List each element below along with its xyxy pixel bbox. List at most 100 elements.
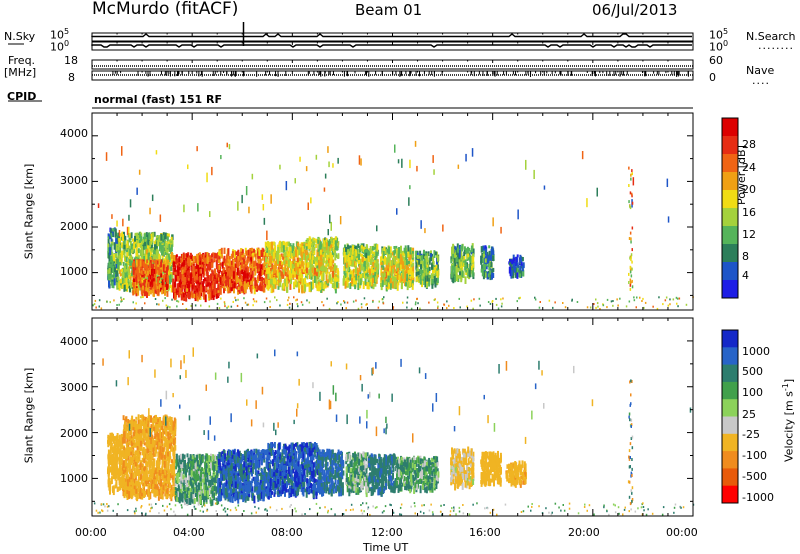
power-echo-cell [110,243,113,252]
power-echo-cell [185,294,188,302]
power-echo-cell [282,256,285,260]
power-echo-cell [122,249,125,256]
power-echo-cell [107,273,110,281]
power-echo-cell [346,258,349,267]
power-echo-cell [111,281,114,288]
power-echo-cell [185,276,188,282]
power-echo-cell [360,253,363,257]
power-echo-cell [198,291,201,300]
power-echo-cell [364,278,367,285]
power-noise-cell [182,303,184,305]
power-echo-cell [336,281,338,288]
power-cb-24: 24 [742,161,756,174]
power-echo-cell [431,281,434,289]
power-echo-cell [186,258,189,263]
power-streak-cell [631,279,633,283]
power-echo-cell [167,241,170,246]
power-echo-cell [152,232,155,238]
power-echo-cell [284,271,287,277]
power-echo-cell [108,267,111,274]
power-echo-cell [287,259,290,268]
velocity-ytick-3000: 3000 [60,381,88,394]
power-echo-cell [366,281,369,290]
power-echo-cell [481,268,484,277]
power-echo-cell [247,268,249,275]
power-echo-cell [117,249,120,255]
power-echo-cell [257,275,260,280]
power-echo-cell [194,255,197,264]
power-echo-cell [110,228,113,232]
power-echo-cell [322,246,325,251]
power-echo-cell [388,283,391,289]
power-echo-cell [153,275,156,281]
power-echo-cell [294,271,296,278]
power-echo-cell [259,286,262,292]
power-echo-cell [312,285,315,289]
velocity-echo-cell [113,445,116,450]
power-echo-cell [343,251,346,258]
power-echo-cell [462,271,465,278]
power-echo-cell [425,258,428,266]
power-speckle-cell [596,187,598,197]
power-echo-cell [292,243,295,249]
power-echo-cell [393,264,396,272]
power-echo-cell [263,255,266,262]
power-echo-cell [354,265,357,274]
power-noise-cell [406,296,409,299]
power-noise-cell [610,300,613,303]
power-echo-cell [402,261,405,269]
power-streak-cell [629,270,632,274]
power-echo-cell [191,292,194,299]
power-echo-cell [208,285,211,291]
power-echo-cell [201,264,204,268]
power-noise-cell [365,303,367,306]
power-echo-cell [278,269,281,275]
power-echo-cell [519,257,522,263]
power-echo-cell [279,266,282,270]
power-echo-cell [190,254,193,259]
freq-tick-high: 18 [64,54,78,67]
power-echo-cell [312,237,315,245]
power-echo-cell [213,258,216,262]
power-echo-cell [245,277,248,284]
power-echo-cell [191,281,194,288]
power-noise-cell [288,296,290,299]
power-echo-cell [432,257,435,263]
power-echo-cell [384,256,386,263]
power-echo-cell [313,246,316,251]
power-echo-cell [130,243,133,250]
power-echo-cell [217,295,220,299]
power-echo-cell [155,259,158,268]
power-noise-cell [156,303,158,306]
power-speckle-cell [262,204,265,211]
power-echo-cell [282,240,285,245]
power-echo-cell [230,272,233,277]
power-echo-cell [453,271,456,279]
power-echo-cell [128,237,131,243]
power-echo-cell [399,254,402,258]
power-noise-cell [410,307,413,310]
power-noise-cell [343,300,345,302]
power-echo-cell [290,264,293,273]
power-speckle-cell [424,228,426,234]
power-echo-cell [117,255,120,259]
power-echo-cell [351,255,353,260]
power-streak-cell [631,267,633,271]
power-echo-cell [151,236,154,243]
power-echo-cell [454,262,457,267]
power-echo-cell [423,249,425,254]
power-echo-cell [470,265,473,271]
velocity-ytick-4000: 4000 [60,335,88,348]
power-echo-cell [229,265,232,271]
power-echo-cell [367,265,370,273]
power-echo-cell [308,282,311,286]
power-noise-cell [263,301,266,304]
power-noise-cell [120,298,123,301]
power-echo-cell [216,274,219,282]
power-echo-cell [334,240,337,247]
velocity-echo-cell [108,462,111,466]
power-echo-cell [249,261,252,265]
power-speckle-cell [409,159,411,169]
power-echo-cell [385,263,388,272]
power-echo-cell [136,240,139,244]
